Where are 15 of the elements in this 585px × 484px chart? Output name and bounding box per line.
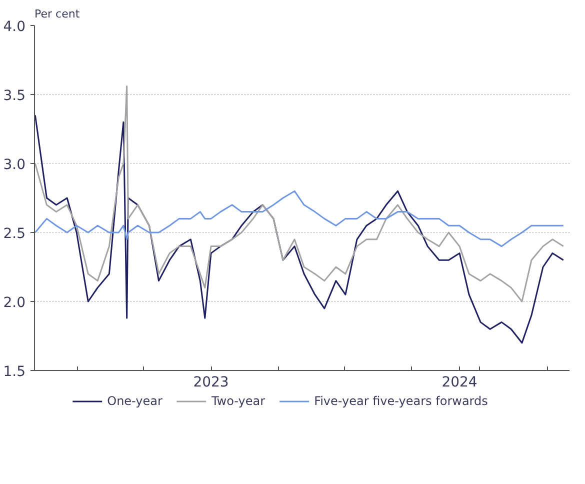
y-tick-label: 2.0 bbox=[3, 295, 26, 311]
y-tick-label: 4.0 bbox=[3, 19, 26, 35]
y-tick-label: 1.5 bbox=[3, 364, 26, 380]
line-series bbox=[34, 114, 564, 344]
x-tick-label: 2024 bbox=[442, 374, 478, 390]
y-tick-label: 3.0 bbox=[3, 157, 26, 173]
legend-label: Two-year bbox=[211, 394, 266, 408]
y-axis-title: Per cent bbox=[34, 8, 80, 20]
y-tick-label: 3.5 bbox=[3, 88, 26, 104]
x-tick-label: 2023 bbox=[193, 374, 229, 390]
y-tick-label: 2.5 bbox=[3, 226, 26, 242]
legend-label: Five-year five-years forwards bbox=[314, 394, 488, 408]
line-series bbox=[34, 190, 564, 248]
line-series bbox=[34, 85, 564, 302]
legend-label: One-year bbox=[107, 394, 162, 408]
